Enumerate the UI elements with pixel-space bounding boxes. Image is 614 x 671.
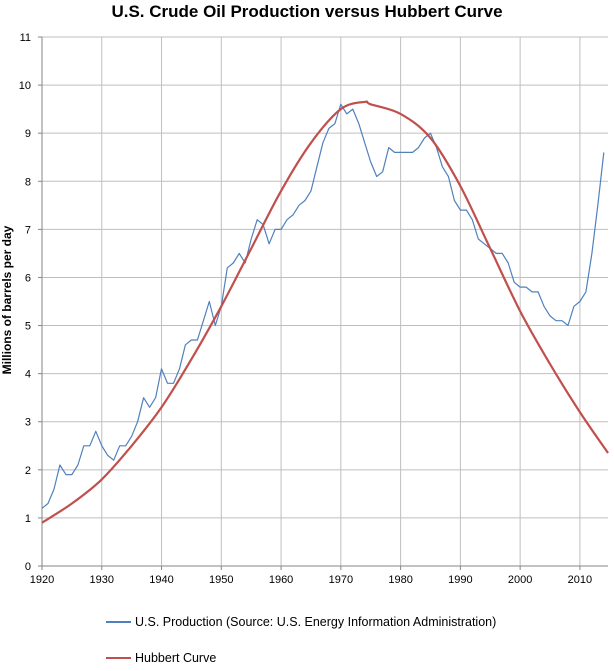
x-tick-label: 2000 — [508, 574, 532, 586]
gridlines — [42, 36, 608, 566]
legend-label-us-production: U.S. Production (Source: U.S. Energy Inf… — [135, 615, 497, 629]
y-tick-label: 7 — [25, 224, 31, 236]
x-tick-label: 1990 — [448, 574, 472, 586]
y-tick-label: 8 — [25, 176, 31, 188]
y-tick-label: 9 — [25, 128, 31, 140]
y-tick-label: 0 — [25, 561, 31, 573]
x-tick-label: 1970 — [329, 574, 353, 586]
x-tick-label: 2010 — [568, 574, 592, 586]
legend-label-hubbert-curve: Hubbert Curve — [135, 651, 217, 665]
x-tick-label: 1980 — [388, 574, 412, 586]
y-tick-label: 1 — [25, 513, 31, 525]
x-tick-label: 1950 — [209, 574, 233, 586]
y-tick-label: 6 — [25, 272, 31, 284]
y-tick-label: 5 — [25, 321, 31, 333]
y-tick-label: 2 — [25, 465, 31, 477]
y-tick-label: 3 — [25, 417, 31, 429]
series-lines — [41, 100, 609, 524]
y-tick-label: 4 — [25, 369, 31, 381]
y-tick-label: 11 — [20, 32, 31, 44]
legend-item-hubbert-curve: Hubbert Curve — [106, 649, 216, 667]
legend-swatch-us-production — [106, 621, 131, 623]
x-tick-label: 1930 — [90, 574, 114, 586]
legend-swatch-hubbert-curve — [106, 657, 131, 659]
legend-item-us-production: U.S. Production (Source: U.S. Energy Inf… — [106, 613, 496, 631]
x-tick-label: 1960 — [269, 574, 293, 586]
axes — [38, 36, 608, 570]
series-line-us-production — [41, 103, 605, 509]
chart-title: U.S. Crude Oil Production versus Hubbert… — [111, 2, 503, 21]
tick-labels: 0 1 2 3 4 5 6 7 8 9 10 11 1920 1930 1940 1950 1960 1970 19… — [19, 32, 592, 586]
series-line-hubbert-curve — [41, 100, 609, 524]
x-tick-label: 1940 — [149, 574, 173, 586]
x-tick-label: 1920 — [30, 574, 54, 586]
y-tick-label: 10 — [19, 80, 31, 92]
y-axis-label: Millions of barrels per day — [0, 225, 14, 374]
